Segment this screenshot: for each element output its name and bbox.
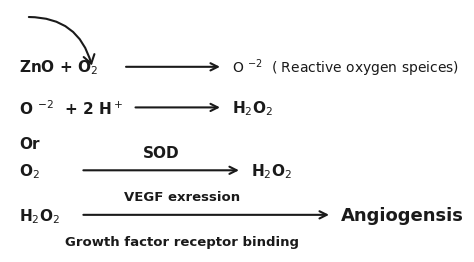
Text: Or: Or <box>19 137 39 152</box>
Text: O$_2$: O$_2$ <box>19 162 40 181</box>
Text: H$_2$O$_2$: H$_2$O$_2$ <box>232 99 273 118</box>
Text: O $^{-2}$  ( Reactive oxygen speices): O $^{-2}$ ( Reactive oxygen speices) <box>232 57 459 79</box>
Text: H$_2$O$_2$: H$_2$O$_2$ <box>19 207 60 226</box>
Text: VEGF exression: VEGF exression <box>125 191 240 204</box>
Text: O $^{-2}$  + 2 H$^+$: O $^{-2}$ + 2 H$^+$ <box>19 99 123 118</box>
Text: Growth factor receptor binding: Growth factor receptor binding <box>65 236 300 249</box>
FancyArrowPatch shape <box>29 17 94 64</box>
Text: ZnO + O$_2$: ZnO + O$_2$ <box>19 59 98 78</box>
Text: H$_2$O$_2$: H$_2$O$_2$ <box>251 162 292 181</box>
Text: Angiogensis: Angiogensis <box>341 207 464 225</box>
Text: SOD: SOD <box>143 146 180 161</box>
